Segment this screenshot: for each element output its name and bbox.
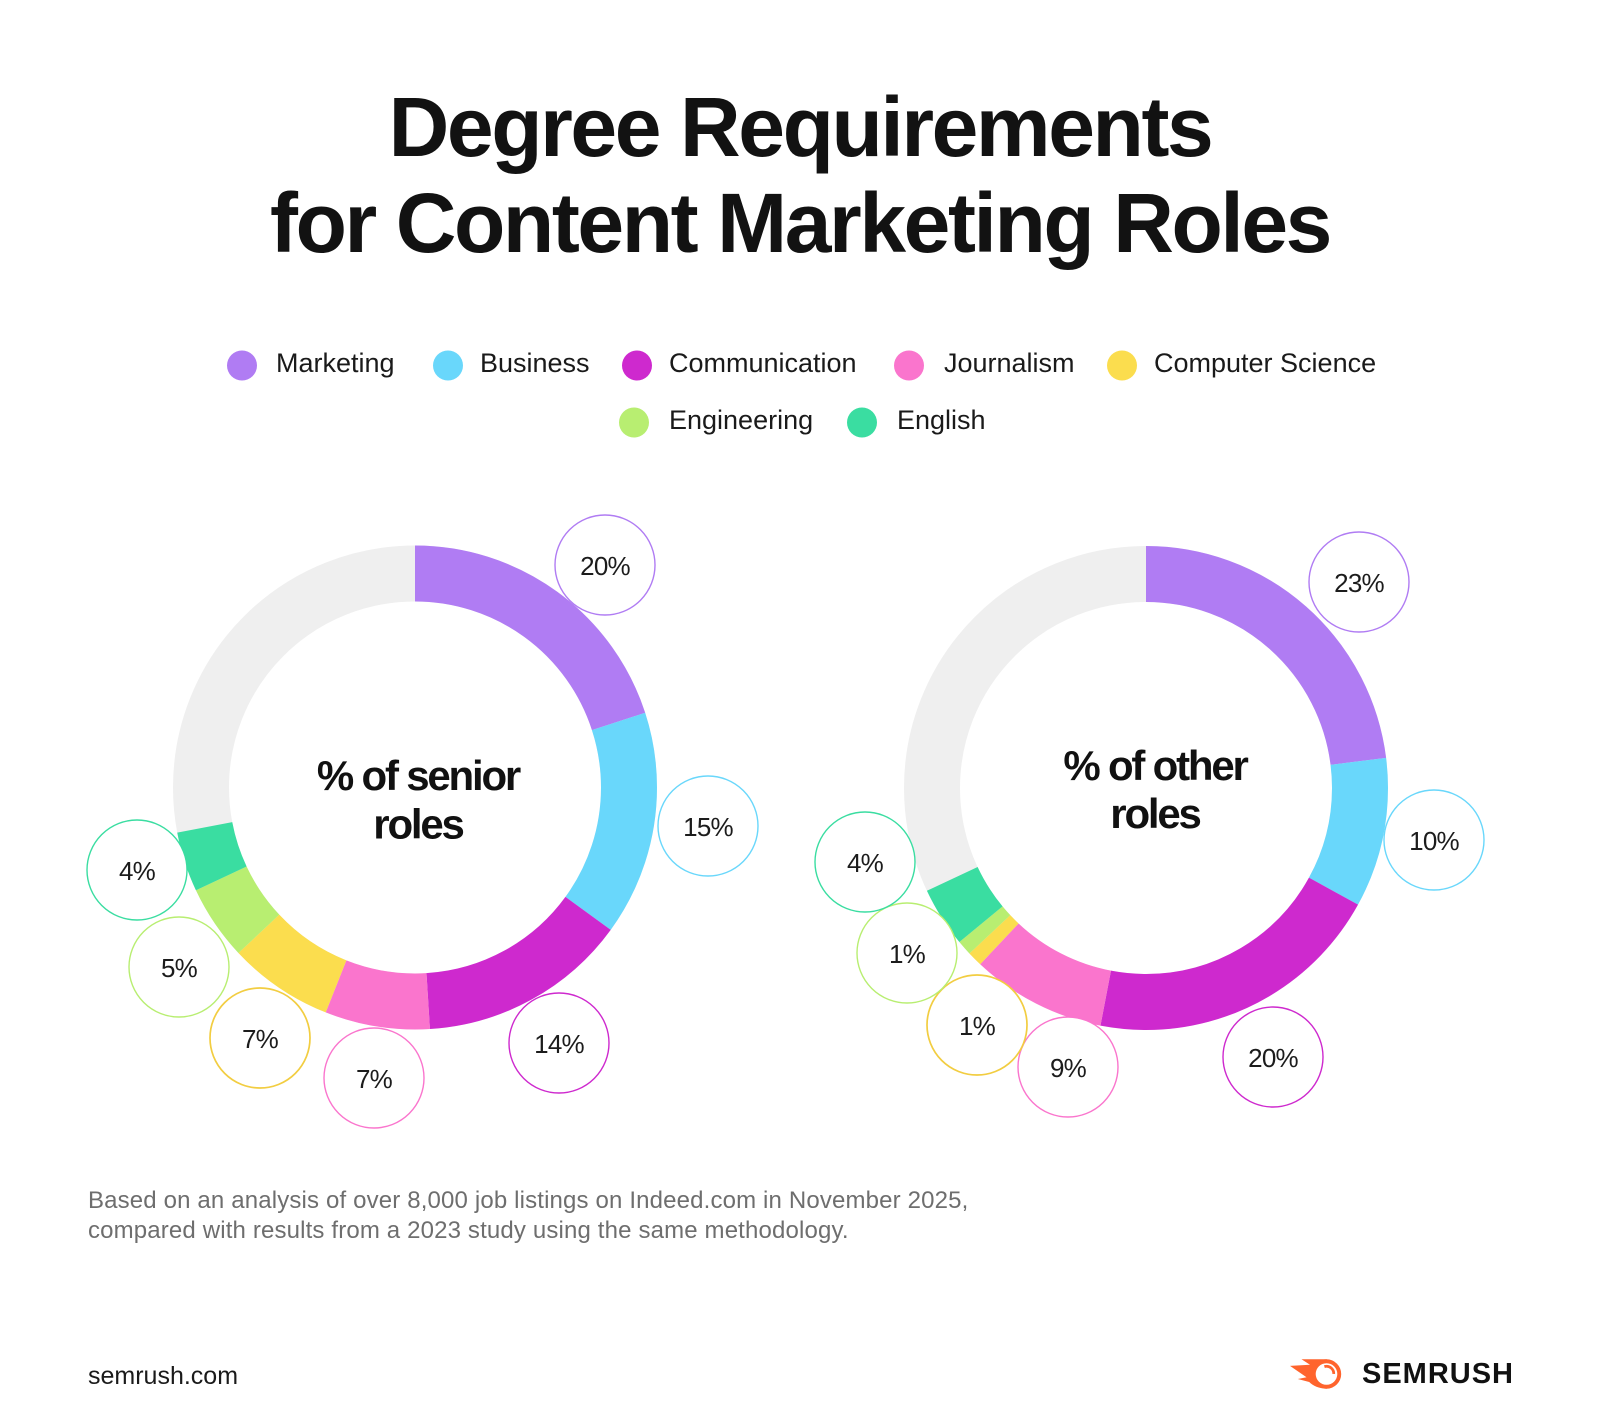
svg-text:9%: 9% bbox=[1050, 1053, 1087, 1083]
svg-text:5%: 5% bbox=[161, 953, 198, 983]
svg-text:1%: 1% bbox=[959, 1011, 996, 1041]
svg-text:14%: 14% bbox=[534, 1029, 584, 1059]
svg-text:23%: 23% bbox=[1334, 568, 1384, 598]
svg-text:Engineering: Engineering bbox=[669, 405, 813, 435]
svg-text:Computer Science: Computer Science bbox=[1154, 348, 1376, 378]
svg-text:English: English bbox=[897, 405, 986, 435]
svg-text:15%: 15% bbox=[683, 812, 733, 842]
svg-text:SEMRUSH: SEMRUSH bbox=[1362, 1358, 1514, 1390]
svg-text:7%: 7% bbox=[242, 1024, 279, 1054]
svg-text:10%: 10% bbox=[1409, 826, 1459, 856]
svg-text:% of other: % of other bbox=[1063, 742, 1248, 789]
svg-text:roles: roles bbox=[1110, 790, 1200, 837]
svg-text:4%: 4% bbox=[119, 856, 156, 886]
svg-text:4%: 4% bbox=[847, 848, 884, 878]
svg-text:% of senior: % of senior bbox=[317, 752, 521, 799]
svg-text:20%: 20% bbox=[580, 551, 630, 581]
svg-text:roles: roles bbox=[373, 801, 463, 848]
svg-text:Communication: Communication bbox=[669, 348, 857, 378]
svg-text:20%: 20% bbox=[1248, 1043, 1298, 1073]
svg-text:Business: Business bbox=[480, 348, 590, 378]
svg-text:Journalism: Journalism bbox=[944, 348, 1075, 378]
svg-text:Marketing: Marketing bbox=[276, 348, 395, 378]
svg-text:1%: 1% bbox=[889, 939, 926, 969]
svg-text:7%: 7% bbox=[356, 1064, 393, 1094]
